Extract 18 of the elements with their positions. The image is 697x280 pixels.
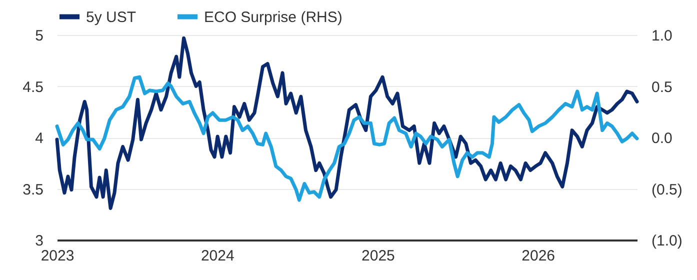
y2-tick-label: 0.5 xyxy=(652,78,672,96)
x-tick-label: 2023 xyxy=(40,248,74,264)
x-tick-label: 2024 xyxy=(200,248,234,264)
y-tick-label: 3 xyxy=(35,232,44,250)
legend-label: 5y UST xyxy=(86,8,136,26)
y-tick-label: 5 xyxy=(35,28,44,44)
y-tick-label: 4.5 xyxy=(22,78,44,96)
y2-tick-label: (1.0) xyxy=(652,232,682,250)
y2-tick-label: (0.5) xyxy=(652,181,682,198)
y2-tick-label: 1.0 xyxy=(652,28,672,44)
x-tick-label: 2025 xyxy=(362,248,395,264)
line-series xyxy=(55,75,639,202)
x-tick-label: 2026 xyxy=(522,248,556,264)
line-series xyxy=(55,36,639,210)
y2-tick-label: 0.0 xyxy=(652,130,672,147)
y-tick-label: 3.5 xyxy=(22,181,44,198)
legend-label: ECO Surprise (RHS) xyxy=(204,8,342,26)
y-tick-label: 4 xyxy=(35,130,44,147)
